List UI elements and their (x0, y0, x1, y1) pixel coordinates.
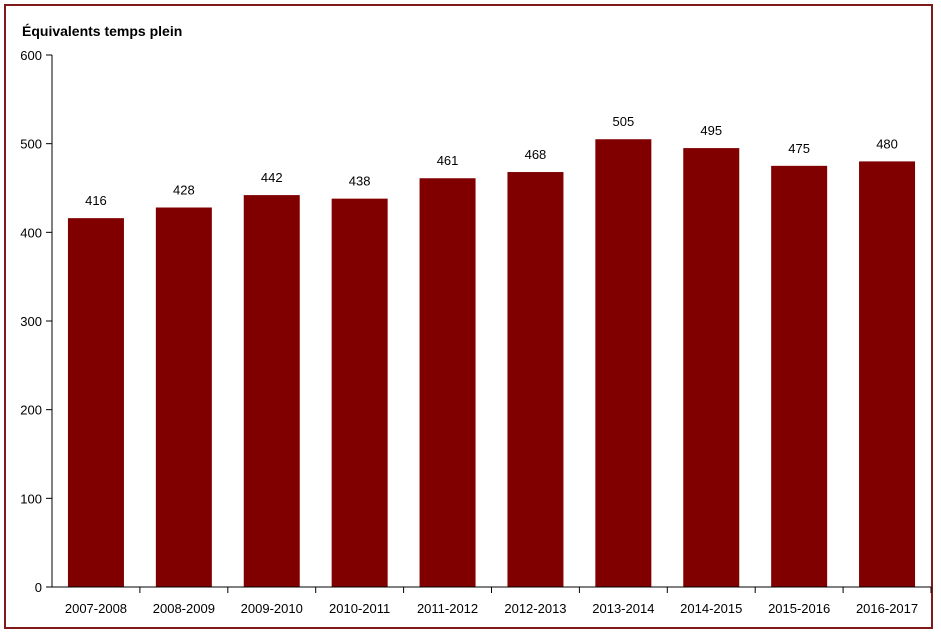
x-axis-ticks: 2007-2008 2008-2009 2009-2010 2010-2011 2011… (65, 587, 932, 616)
x-tick-label: 2011-2012 (417, 601, 478, 616)
y-tick-label: 0 (35, 580, 42, 595)
data-label: 461 (437, 153, 459, 168)
bars-group: 416 428 442 438 461 468 505 495 475 480 (67, 114, 916, 588)
bar (67, 218, 124, 587)
y-tick-label: 200 (20, 403, 42, 418)
y-tick-label: 400 (20, 225, 42, 240)
data-label: 505 (612, 114, 634, 129)
bar (859, 161, 916, 587)
data-label: 416 (85, 193, 107, 208)
data-label: 438 (349, 174, 371, 189)
x-tick-label: 2010-2011 (329, 601, 390, 616)
x-tick-label: 2013-2014 (592, 601, 654, 616)
y-tick-label: 300 (20, 314, 42, 329)
bar (155, 207, 212, 588)
bar (683, 148, 740, 587)
bar (243, 195, 300, 588)
x-tick-label: 2016-2017 (856, 601, 918, 616)
bar (771, 165, 828, 588)
data-label: 475 (788, 141, 810, 156)
data-label: 428 (173, 183, 195, 198)
y-axis-title: Équivalents temps plein (22, 23, 182, 39)
data-label: 468 (525, 147, 547, 162)
x-tick-label: 2008-2009 (153, 601, 215, 616)
x-tick-label: 2012-2013 (504, 601, 566, 616)
x-tick-label: 2009-2010 (241, 601, 303, 616)
y-tick-label: 600 (20, 48, 42, 63)
x-tick-label: 2007-2008 (65, 601, 127, 616)
x-tick-label: 2014-2015 (680, 601, 742, 616)
y-tick-label: 500 (20, 137, 42, 152)
bar (419, 178, 476, 587)
y-tick-label: 100 (20, 491, 42, 506)
x-tick-label: 2015-2016 (768, 601, 830, 616)
data-label: 480 (876, 136, 898, 151)
bar (507, 172, 564, 588)
chart-frame (4, 4, 933, 629)
y-axis-ticks: 0 100 200 300 400 500 600 (20, 48, 52, 595)
data-label: 495 (700, 123, 722, 138)
data-label: 442 (261, 170, 283, 185)
bar (331, 198, 388, 587)
bar (595, 139, 652, 587)
